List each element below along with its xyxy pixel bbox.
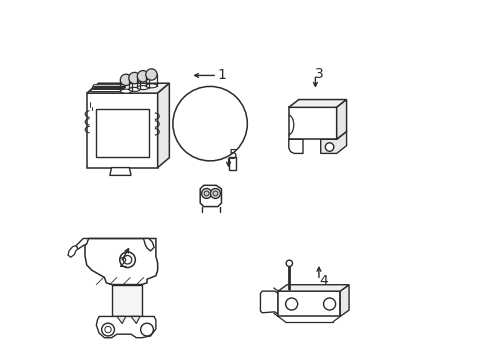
Ellipse shape: [128, 87, 140, 91]
Circle shape: [120, 74, 131, 86]
Ellipse shape: [137, 86, 148, 90]
Polygon shape: [336, 100, 346, 139]
Circle shape: [323, 298, 335, 310]
Polygon shape: [320, 131, 346, 153]
Polygon shape: [340, 285, 348, 316]
Polygon shape: [200, 185, 221, 207]
Polygon shape: [143, 238, 154, 251]
Polygon shape: [85, 238, 157, 284]
Circle shape: [145, 69, 157, 80]
Polygon shape: [68, 246, 78, 257]
Circle shape: [212, 191, 218, 196]
Circle shape: [141, 323, 153, 336]
Polygon shape: [86, 93, 157, 168]
Polygon shape: [260, 291, 278, 314]
Circle shape: [104, 327, 111, 333]
Polygon shape: [157, 83, 169, 168]
Circle shape: [102, 323, 114, 336]
Polygon shape: [117, 316, 125, 324]
Polygon shape: [288, 100, 346, 107]
Circle shape: [137, 71, 148, 82]
Text: 3: 3: [315, 67, 324, 81]
Circle shape: [173, 86, 247, 161]
Circle shape: [325, 143, 333, 151]
Ellipse shape: [145, 84, 157, 88]
Text: 5: 5: [228, 148, 237, 162]
Circle shape: [128, 72, 140, 84]
Circle shape: [123, 256, 132, 264]
Polygon shape: [76, 238, 88, 249]
Circle shape: [210, 189, 220, 198]
Polygon shape: [86, 83, 169, 93]
Polygon shape: [110, 168, 131, 175]
Text: 1: 1: [218, 68, 226, 82]
Ellipse shape: [120, 89, 131, 93]
Polygon shape: [278, 291, 340, 316]
Circle shape: [203, 191, 209, 196]
Polygon shape: [131, 316, 140, 324]
Polygon shape: [90, 85, 125, 92]
Polygon shape: [96, 109, 148, 157]
Text: 2: 2: [119, 256, 127, 270]
Polygon shape: [288, 107, 336, 139]
Polygon shape: [228, 157, 236, 170]
Circle shape: [201, 189, 211, 198]
Polygon shape: [96, 316, 156, 338]
Polygon shape: [278, 285, 348, 291]
Text: 4: 4: [318, 274, 327, 288]
Circle shape: [120, 252, 135, 267]
Polygon shape: [288, 139, 303, 153]
Circle shape: [285, 260, 292, 266]
Polygon shape: [111, 284, 142, 316]
Circle shape: [285, 298, 297, 310]
